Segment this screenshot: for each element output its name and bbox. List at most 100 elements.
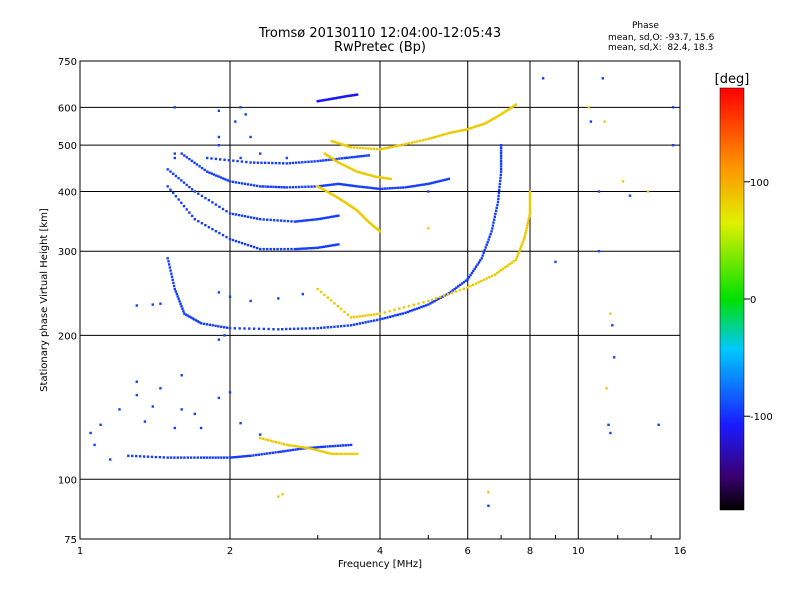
trace-point: [462, 280, 466, 284]
trace-point: [259, 436, 262, 440]
trace-point: [323, 445, 326, 448]
phase-stats-o: mean, sd,O: -93.7, 15.6: [608, 33, 715, 43]
trace-point: [292, 444, 296, 448]
trace-point: [361, 171, 364, 175]
trace-point: [343, 200, 346, 204]
trace-point: [528, 192, 532, 195]
trace-point: [475, 125, 478, 128]
trace-point: [349, 316, 353, 319]
trace-point: [223, 326, 226, 329]
trace-point: [188, 185, 191, 189]
trace-point: [142, 455, 146, 458]
trace-point: [304, 327, 308, 330]
trace-point: [198, 321, 201, 324]
trace-point: [272, 185, 275, 189]
trace-point: [470, 271, 474, 275]
trace-point: [224, 178, 227, 181]
trace-point: [330, 97, 333, 100]
trace-point: [307, 219, 310, 222]
trace-point: [453, 287, 456, 291]
trace-point: [500, 268, 503, 272]
trace-point: [469, 284, 472, 288]
trace-point: [358, 185, 361, 188]
trace-point: [375, 318, 379, 322]
trace-point: [353, 155, 356, 159]
trace-point: [357, 171, 361, 174]
trace-point: [333, 183, 336, 186]
trace-point: [397, 144, 400, 147]
trace-point: [338, 142, 341, 145]
trace-point: [314, 446, 318, 449]
trace-point: [286, 449, 290, 452]
trace-point: [193, 456, 196, 459]
trace-point: [378, 312, 382, 315]
trace-point: [498, 188, 501, 192]
y-axis-label: Stationary phase Virtual Height [km]: [39, 208, 50, 392]
trace-point: [203, 168, 206, 172]
trace-point: [495, 115, 498, 119]
trace-point: [489, 232, 492, 236]
trace-point: [324, 98, 328, 101]
trace-point: [439, 134, 442, 137]
scatter-point: [135, 380, 138, 383]
trace-point: [327, 191, 331, 194]
trace-point: [462, 128, 466, 132]
trace-point: [264, 438, 267, 441]
trace-point: [176, 295, 179, 298]
trace-point: [238, 327, 241, 330]
trace-point: [343, 324, 346, 328]
trace-point: [496, 115, 500, 118]
plot-frame: [79, 60, 681, 540]
trace-point: [188, 157, 191, 161]
trace-point: [323, 98, 326, 102]
trace-point: [256, 161, 260, 164]
trace-point: [528, 212, 532, 215]
phase-stats-x: mean, sd,X: 82.4, 18.3: [608, 43, 714, 53]
x-tick-label: 4: [377, 546, 383, 557]
trace-point: [482, 251, 485, 255]
trace-point: [427, 303, 430, 306]
trace-point: [418, 306, 421, 310]
y-tick-label: 500: [58, 141, 77, 152]
trace-point: [490, 230, 493, 233]
trace-point: [337, 214, 340, 217]
trace-point: [429, 137, 432, 140]
trace-point: [316, 218, 319, 221]
trace-point: [348, 452, 351, 456]
trace-point: [294, 161, 298, 164]
trace-point: [466, 128, 469, 131]
trace-point: [316, 327, 319, 330]
trace-point: [407, 304, 411, 308]
trace-point: [420, 183, 423, 187]
trace-point: [349, 94, 353, 97]
trace-point: [276, 247, 279, 251]
trace-point: [319, 159, 322, 162]
trace-point: [396, 186, 399, 189]
trace-point: [217, 175, 220, 178]
trace-point: [335, 160, 339, 163]
trace-point: [497, 194, 500, 198]
trace-point: [272, 247, 276, 251]
scatter-point: [621, 180, 625, 183]
trace-point: [199, 456, 203, 459]
trace-point: [485, 243, 488, 246]
trace-point: [252, 454, 255, 457]
trace-point: [341, 95, 344, 99]
trace-point: [402, 143, 405, 146]
trace-point: [508, 263, 511, 266]
trace-point: [349, 324, 353, 327]
scatter-point: [646, 190, 650, 193]
scatter-point: [223, 334, 226, 337]
trace-point: [477, 261, 481, 264]
trace-point: [524, 231, 527, 235]
trace-point: [204, 224, 207, 227]
trace-point: [277, 450, 280, 454]
trace-point: [279, 219, 283, 222]
trace-point: [361, 314, 364, 318]
scatter-point: [239, 156, 242, 160]
trace-point: [237, 181, 241, 185]
trace-point: [274, 161, 278, 165]
trace-point: [205, 456, 209, 459]
trace-point: [197, 192, 200, 195]
trace-point: [234, 239, 238, 243]
